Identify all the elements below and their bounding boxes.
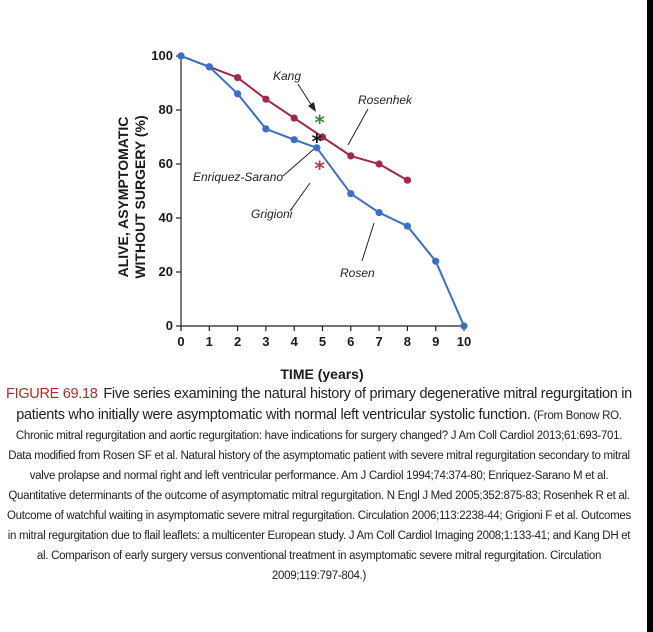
y-tick-label: 60 [159, 156, 173, 171]
star-marker-kang: * [314, 111, 325, 135]
data-point-rosen [432, 257, 440, 265]
x-tick-label: 1 [206, 334, 213, 349]
figure-caption: FIGURE 69.18 Five series examining the n… [4, 384, 634, 586]
x-tick-label: 6 [347, 334, 354, 349]
data-point-rosenhek [262, 95, 270, 103]
data-point-rosen [290, 136, 298, 144]
x-tick-label: 8 [404, 334, 411, 349]
data-point-rosen [262, 125, 270, 133]
x-tick-label: 3 [262, 334, 269, 349]
chart-area: ALIVE, ASYMPTOMATIC WITHOUT SURGERY (%) … [115, 48, 471, 382]
data-point-rosenhek [234, 74, 242, 82]
data-point-rosenhek [290, 114, 298, 122]
annotation-grigioni-pointer [289, 182, 311, 212]
data-point-rosenhek [347, 152, 355, 160]
page-edge-bar [647, 0, 653, 632]
annotation-rosen-pointer [361, 222, 375, 262]
series-layer [177, 52, 468, 330]
x-axis-label: TIME (years) [280, 366, 363, 382]
annotation-enriquez-sarano: Enriquez-Sarano [193, 148, 315, 184]
data-point-rosen [375, 209, 383, 217]
data-point-rosenhek [375, 160, 383, 168]
marker-layer: *** [312, 111, 326, 181]
x-tick-label: 10 [457, 334, 471, 349]
x-tick-label: 2 [234, 334, 241, 349]
data-point-rosen [205, 63, 213, 71]
star-marker-grigioni: * [314, 156, 325, 180]
annotation-rosen-label: Rosen [340, 266, 375, 280]
data-point-rosen [403, 222, 411, 230]
data-point-rosenhek [403, 176, 411, 184]
annotation-kang: Kang [273, 69, 316, 112]
data-point-rosen [177, 52, 185, 60]
caption-main-text: Five series examining the natural histor… [16, 386, 632, 423]
data-point-rosen [460, 322, 468, 330]
figure-label: FIGURE 69.18 [6, 386, 98, 402]
x-tick-label: 7 [375, 334, 382, 349]
y-axis-ticks: 0 20 40 60 80 100 [151, 48, 181, 333]
y-axis-label-line1: ALIVE, ASYMPTOMATIC [115, 117, 131, 278]
star-marker-enriquez-sarano: * [312, 129, 323, 153]
annotation-rosenhek: Rosenhek [347, 93, 413, 146]
caption-source-text: (From Bonow RO. Chronic mitral regurgita… [7, 410, 631, 582]
annotation-rosenhek-pointer [347, 108, 369, 146]
y-axis-label: ALIVE, ASYMPTOMATIC WITHOUT SURGERY (%) [115, 115, 148, 278]
annotation-rosenhek-label: Rosenhek [358, 93, 413, 107]
annotation-rosen: Rosen [340, 222, 375, 280]
y-tick-label: 80 [159, 102, 173, 117]
y-tick-label: 0 [166, 318, 173, 333]
y-tick-label: 20 [159, 264, 173, 279]
series-line-rosen [180, 55, 465, 327]
annotation-enriquez-sarano-pointer [282, 148, 315, 177]
annotation-enriquez-sarano-label: Enriquez-Sarano [193, 170, 283, 184]
annotation-kang-arrowhead [308, 102, 316, 112]
y-axis-label-line2: WITHOUT SURGERY (%) [132, 115, 148, 278]
annotation-kang-pointer [297, 83, 313, 107]
annotation-grigioni: Grigioni [251, 182, 311, 221]
x-tick-label: 9 [432, 334, 439, 349]
y-tick-label: 100 [151, 48, 173, 63]
x-tick-label: 4 [291, 334, 299, 349]
x-tick-label: 5 [319, 334, 326, 349]
y-tick-label: 40 [159, 210, 173, 225]
x-axis-ticks: 0 1 2 3 4 5 6 7 8 9 10 [177, 326, 471, 349]
data-point-rosenhek [318, 133, 327, 141]
data-point-rosen [313, 144, 321, 152]
data-point-rosen [234, 90, 242, 98]
annotation-grigioni-label: Grigioni [251, 207, 293, 221]
data-point-rosen [347, 190, 355, 198]
x-tick-label: 0 [177, 334, 184, 349]
series-rosen [177, 52, 468, 330]
annotation-kang-label: Kang [273, 69, 301, 83]
